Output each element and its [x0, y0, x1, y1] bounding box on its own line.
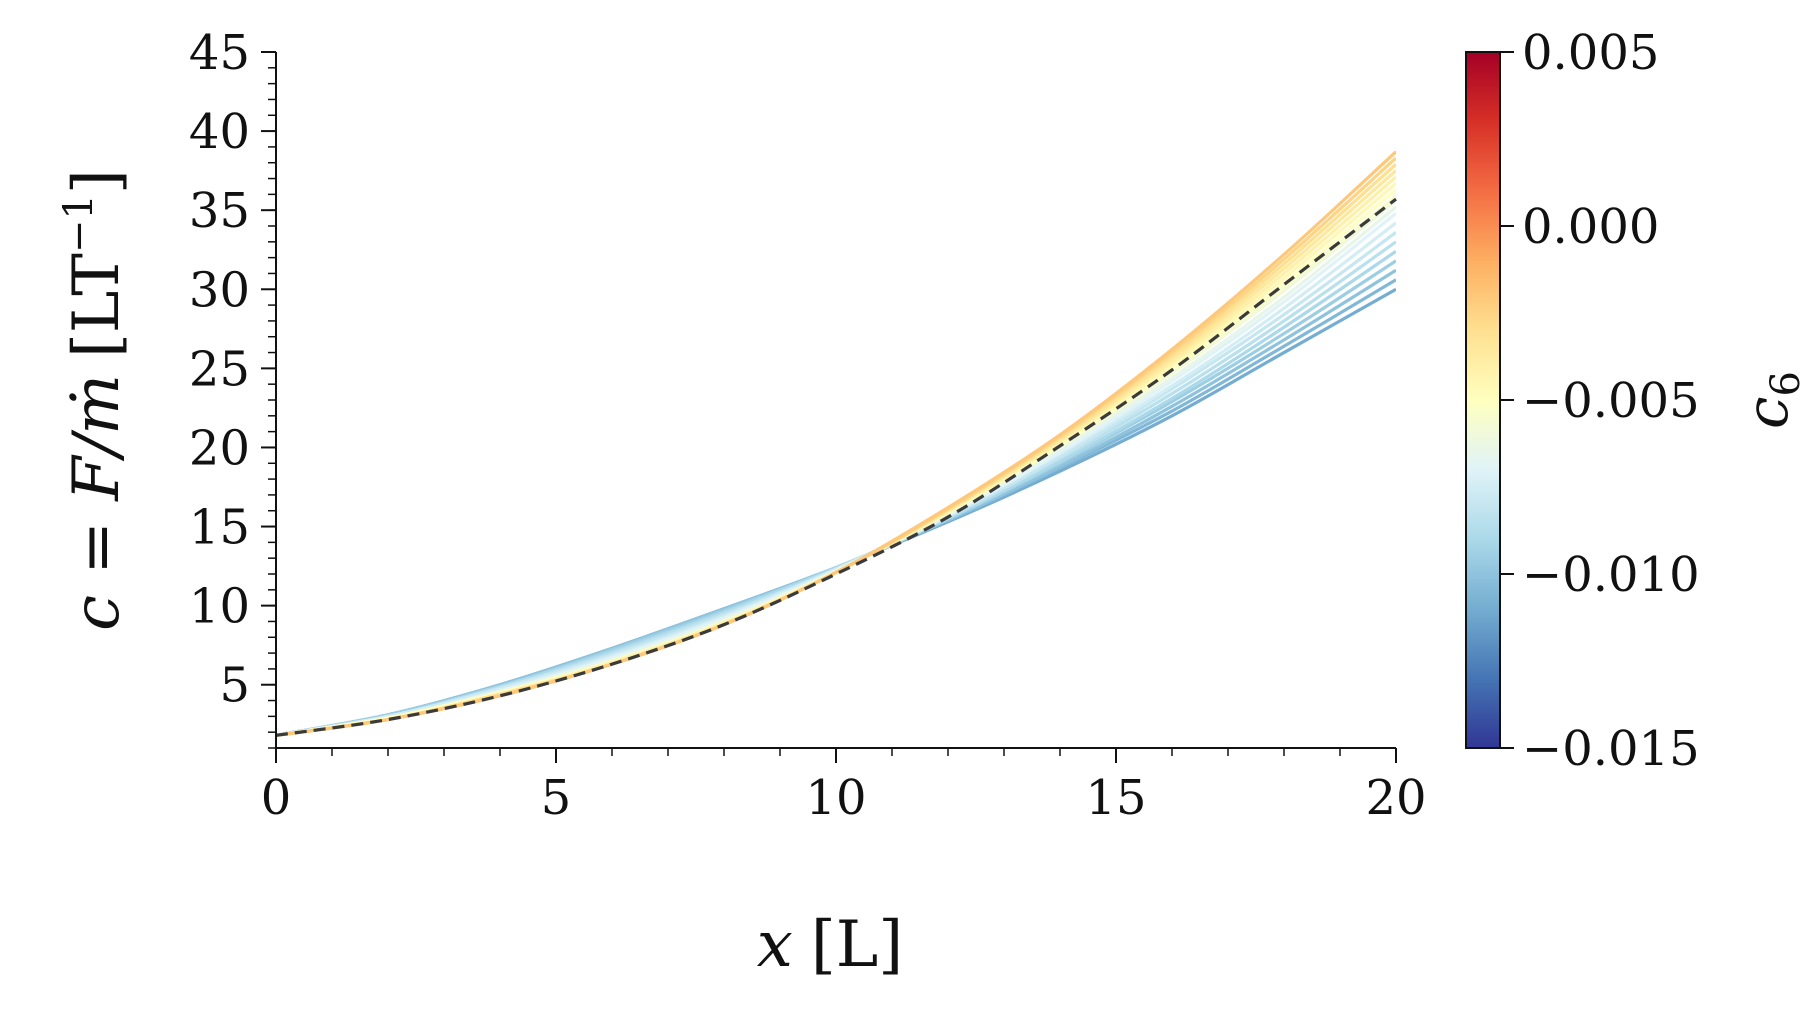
- y-tick-label: 15: [189, 500, 250, 556]
- y-tick-label: 35: [189, 183, 250, 239]
- series-line-10: [276, 199, 1396, 737]
- y-ticks: 5 10 15 20 25 30 35 40 45: [189, 25, 276, 749]
- series-line-8: [276, 212, 1396, 737]
- x-tick-label: 5: [541, 770, 572, 826]
- series-line-17: [276, 156, 1396, 737]
- series-line-15: [276, 169, 1396, 737]
- series-layer: [276, 150, 1396, 737]
- x-ticks: 0 5 10 15 20: [261, 748, 1427, 826]
- y-tick-label: 25: [189, 341, 250, 397]
- series-line-18: [276, 150, 1396, 737]
- y-tick-label: 10: [189, 579, 250, 635]
- colorbar-label: c6: [1733, 371, 1809, 429]
- colorbar-tick-label: −0.015: [1522, 721, 1700, 777]
- colorbar-tick-label: 0.000: [1522, 199, 1659, 255]
- colorbar: 0.005 0.000 −0.005 −0.010 −0.015 c6: [1465, 25, 1809, 777]
- y-tick-label: 40: [189, 104, 250, 160]
- series-line-9: [276, 205, 1396, 737]
- colorbar-gradient: [1465, 51, 1501, 749]
- y-tick-label: 5: [219, 658, 250, 714]
- series-line-14: [276, 175, 1396, 737]
- series-line-16: [276, 163, 1396, 737]
- x-axis-label: x [L]: [757, 908, 904, 982]
- x-tick-label: 0: [261, 770, 292, 826]
- reference-series-line: [275, 197, 1397, 737]
- y-tick-label: 30: [189, 262, 250, 318]
- y-tick-label: 45: [189, 25, 250, 81]
- x-tick-label: 10: [805, 770, 866, 826]
- series-line-0: [276, 287, 1396, 737]
- series-line-7: [276, 221, 1396, 737]
- colorbar-tick-label: −0.005: [1522, 373, 1700, 429]
- x-tick-label: 15: [1085, 770, 1146, 826]
- series-line-12: [276, 188, 1396, 737]
- x-tick-label: 20: [1365, 770, 1426, 826]
- colorbar-tick-label: −0.010: [1522, 547, 1700, 603]
- colorbar-ticks: 0.005 0.000 −0.005 −0.010 −0.015: [1500, 25, 1700, 777]
- colorbar-tick-label: 0.005: [1522, 25, 1659, 81]
- y-axis-label: c = F/ṁ[LT−1]: [56, 169, 134, 631]
- series-line-11: [276, 194, 1396, 737]
- y-tick-label: 20: [189, 420, 250, 476]
- series-line-13: [276, 182, 1396, 737]
